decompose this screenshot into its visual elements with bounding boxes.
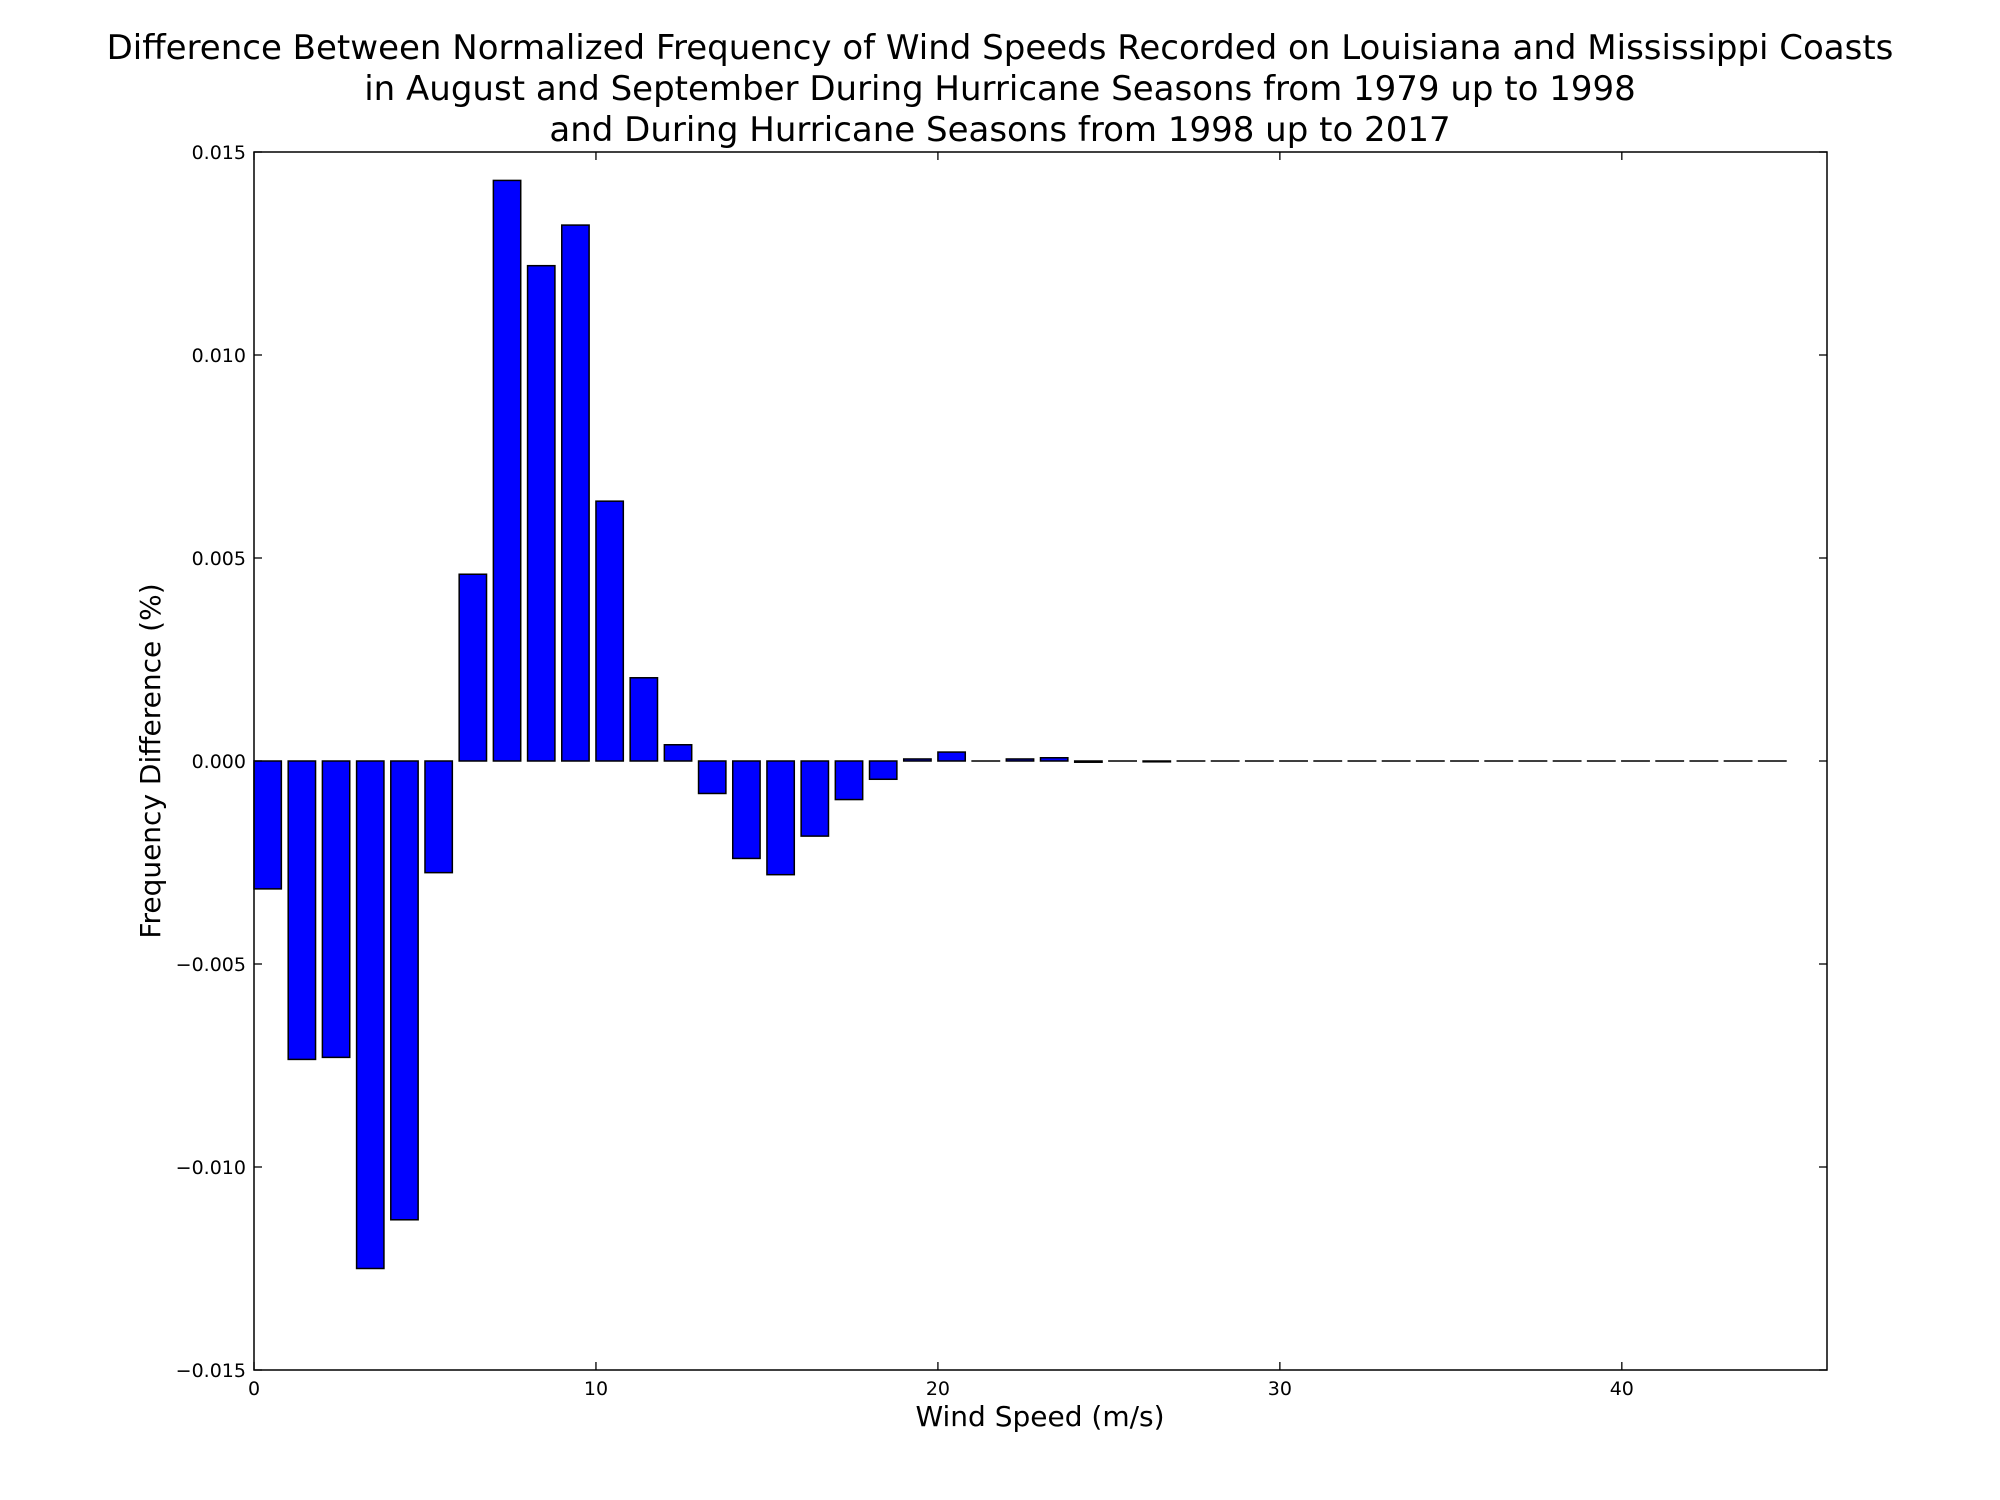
bar [526,264,556,762]
bar [834,760,864,801]
y-tick-label: 0.000 [192,751,246,773]
bar [1039,757,1069,762]
bar [731,760,761,860]
bar [561,224,590,762]
x-tick-label: 30 [1268,1378,1292,1400]
x-tick-label: 40 [1610,1378,1634,1400]
bar [458,573,488,762]
bar [492,179,522,762]
bar [902,758,932,762]
x-tick-label: 20 [926,1378,950,1400]
y-tick-label: −0.015 [176,1360,246,1382]
bar [321,760,351,1059]
bar [595,500,625,762]
bar [253,760,283,890]
bar [663,744,693,762]
bar [1005,758,1035,762]
y-tick-label: 0.010 [192,345,246,367]
bar [424,760,454,874]
chart-title-line-3: and During Hurricane Seasons from 1998 u… [549,110,1451,150]
bar [766,760,796,876]
x-tick-label: 0 [248,1378,260,1400]
chart-title-line-1: Difference Between Normalized Frequency … [106,28,1894,68]
y-tick-label: 0.015 [192,142,246,164]
ticks-group: 0 10 20 30 40 −0.015 −0.010 −0.005 0.000 0.005 0.0… [176,142,1827,1400]
bar [800,760,830,837]
bar [1073,760,1103,763]
bar [937,751,967,762]
bar [1142,760,1172,763]
bars-group [253,179,1787,1270]
bar [697,760,727,795]
x-tick-label: 10 [584,1378,608,1400]
chart-title-line-2: in August and September During Hurricane… [364,69,1636,109]
y-tick-label: −0.005 [176,954,246,976]
bar [390,760,419,1221]
bar [355,760,385,1270]
bar [629,677,659,762]
y-tick-label: −0.010 [176,1157,246,1179]
bar [287,760,317,1061]
y-tick-label: 0.005 [192,548,246,570]
chart-title: Difference Between Normalized Frequency … [0,28,2000,151]
y-axis-label: Frequency Difference (%) [134,583,167,938]
x-axis-label: Wind Speed (m/s) [915,1400,1164,1433]
bar [868,760,898,781]
plot-frame [253,151,1828,1371]
